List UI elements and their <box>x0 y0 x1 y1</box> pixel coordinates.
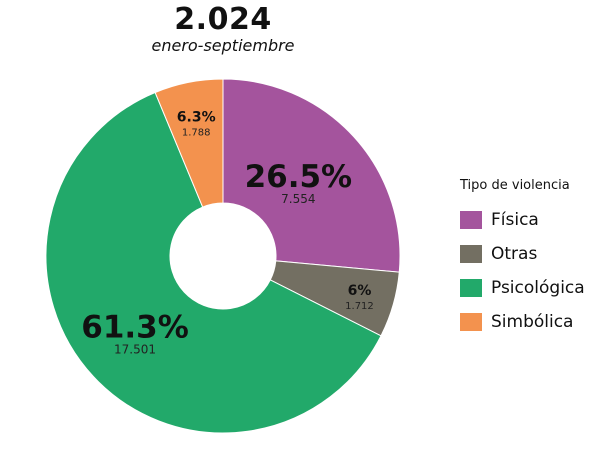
percent-label-3: 6.3% <box>177 110 216 126</box>
legend-label: Simbólica <box>491 312 574 332</box>
legend-item-fisica: Física <box>460 203 585 237</box>
legend-swatch <box>460 211 482 229</box>
donut-chart: 26.5%7.554 6% 1.712 61.3%17.501 6.3% 1.788 <box>45 78 401 434</box>
legend-swatch <box>460 313 482 331</box>
donut-slice-3 <box>154 78 224 208</box>
donut-slice-0 <box>222 78 401 273</box>
legend: Tipo de violencia Física Otras Psicológi… <box>460 178 585 339</box>
percent-label-0: 26.5% <box>245 159 353 195</box>
value-label-3: 1.788 <box>182 128 211 139</box>
legend-swatch <box>460 279 482 297</box>
legend-label: Psicológica <box>491 278 585 298</box>
value-label-2: 17.501 <box>114 343 156 357</box>
chart-title: 2.024 <box>174 2 272 37</box>
donut-slice-2 <box>45 91 382 434</box>
value-label-0: 7.554 <box>281 192 315 206</box>
value-label-1: 1.712 <box>345 301 374 312</box>
legend-label: Física <box>491 210 539 230</box>
percent-label-1: 6% <box>348 283 372 299</box>
legend-title: Tipo de violencia <box>460 178 570 193</box>
legend-label: Otras <box>491 244 538 264</box>
chart-subtitle: enero-septiembre <box>151 36 295 55</box>
legend-item-otras: Otras <box>460 237 585 271</box>
percent-label-2: 61.3% <box>81 310 189 346</box>
legend-swatch <box>460 245 482 263</box>
legend-item-psicologica: Psicológica <box>460 271 585 305</box>
legend-item-simbolica: Simbólica <box>460 305 585 339</box>
